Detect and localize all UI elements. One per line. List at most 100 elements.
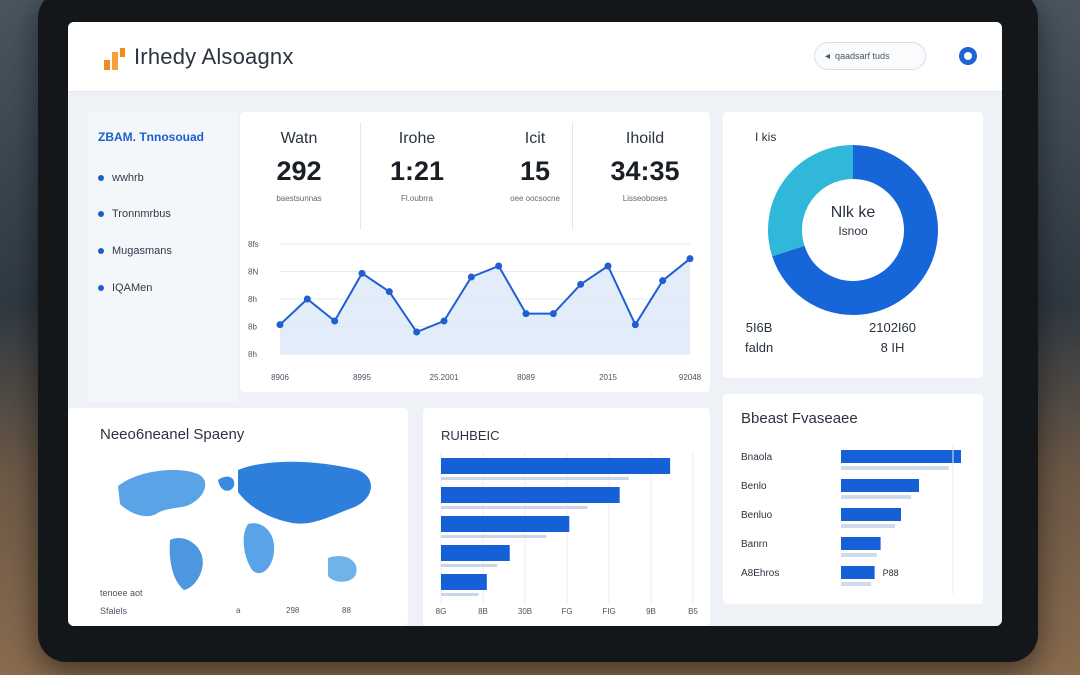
kpi-label: Watn [280, 130, 318, 147]
y-tick-label: 8b [248, 323, 257, 332]
kpi-value: 1:21 [389, 156, 445, 186]
donut-slice[interactable] [772, 145, 938, 315]
world-map[interactable] [98, 448, 388, 598]
donut-foot-right-1: 2102I60 [869, 320, 916, 335]
map-legend-2: Sfalels [100, 606, 128, 616]
data-point[interactable] [413, 328, 421, 336]
search-label: qaadsarf tuds [835, 51, 890, 61]
donut-chart [768, 145, 938, 315]
kpi-sub: baestsunnas [276, 194, 322, 203]
category-label: Banrn [741, 539, 768, 550]
app-title: Irhedy Alsoagnx [134, 44, 294, 69]
kpi-card-3[interactable]: Icit 15 oee oocsocne [476, 112, 594, 232]
bullet-icon [98, 175, 104, 181]
donut-title: I kis [755, 130, 777, 144]
data-point[interactable] [303, 295, 311, 303]
series-area [280, 258, 690, 354]
donut-foot-right-2: 8 IH [880, 340, 905, 355]
bar-shadow [841, 495, 912, 499]
donut-center-text: Nlk ke [830, 204, 876, 221]
search-icon: ◂ [825, 50, 831, 62]
data-point[interactable] [440, 317, 448, 325]
series-line [279, 257, 691, 334]
ranked-bars-title: Bbeast Fvaseaee [741, 410, 858, 427]
data-point[interactable] [577, 280, 585, 288]
data-point[interactable] [495, 262, 503, 270]
bar-shadow [841, 466, 949, 470]
data-point[interactable] [549, 310, 557, 318]
bar[interactable] [441, 516, 570, 532]
sidebar-item-label: wwhrb [112, 172, 144, 184]
donut-slice[interactable] [768, 145, 854, 257]
bar[interactable] [841, 537, 881, 550]
kpi-sub: Fl.oubrra [400, 194, 433, 203]
divider [572, 122, 573, 230]
bar-shadow [441, 535, 547, 538]
sidebar-item-label: IQAMen [112, 282, 153, 294]
x-tick-label: 92048 [679, 373, 702, 382]
bar[interactable] [441, 574, 487, 590]
x-tick-label: 8995 [353, 373, 371, 382]
sidebar-item-1[interactable]: wwhrb [98, 172, 144, 184]
data-point[interactable] [331, 317, 339, 325]
profile-icon[interactable] [958, 46, 978, 66]
x-tick-label: 8B [478, 607, 488, 616]
kpi-card-1[interactable]: Watn 292 baestsunnas [240, 112, 358, 232]
kpi-label: Icit [524, 130, 546, 147]
map-tick: 298 [286, 606, 300, 615]
x-tick-label: FG [561, 607, 572, 616]
map-tick: 88 [342, 606, 351, 615]
kpi-value: 292 [276, 156, 322, 186]
y-tick-label: 8fs [248, 240, 259, 249]
bar-shadow [841, 553, 877, 557]
data-point[interactable] [604, 262, 612, 270]
divider [360, 122, 361, 230]
kpi-sub: oee oocsocne [510, 194, 560, 203]
kpi-card-2[interactable]: Irohe 1:21 Fl.oubrra [358, 112, 476, 232]
dashboard-screen: Irhedy Alsoagnx ◂ qaadsarf tuds ZBAM. Tn… [68, 22, 1002, 626]
bullet-icon [98, 248, 104, 254]
sidebar-item-3[interactable]: Mugasmans [98, 245, 172, 257]
y-tick-label: 8h [248, 295, 257, 304]
bar[interactable] [841, 566, 875, 579]
bar-chart-title: RUHBEIC [441, 428, 500, 443]
bar[interactable] [841, 450, 961, 463]
bar-shadow [441, 506, 588, 509]
y-tick-label: 8h [248, 350, 257, 359]
bar[interactable] [441, 458, 671, 474]
data-point[interactable] [385, 288, 393, 296]
kpi-card-4[interactable]: Ihoild 34:35 Lisseoboses [586, 112, 704, 232]
donut-panel: I kis Nlk ke Isnoo 5I6B faldn 2102I60 8 … [723, 112, 983, 378]
logo-icon [104, 48, 125, 70]
sidebar-item-label: Mugasmans [112, 245, 172, 257]
bar[interactable] [441, 487, 620, 503]
data-point[interactable] [659, 277, 667, 285]
sidebar: ZBAM. Tnnosouad wwhrb Tronnmrbus Mugasma… [88, 112, 238, 402]
x-tick-label: 9B [646, 607, 656, 616]
kpi-label: Ihoild [625, 130, 665, 147]
bar[interactable] [841, 479, 919, 492]
donut-foot-left-1: 5I6B [745, 320, 773, 335]
data-point[interactable] [631, 321, 639, 329]
trend-line-chart: 8fs 8N 8h 8b 8h 8906 8995 25.2001 8089 2015 92048 [248, 240, 702, 382]
ranked-bar-chart: Bnaola Benlo Benluo Banrn A8Ehros P88 [741, 444, 961, 594]
sidebar-item-4[interactable]: IQAMen [98, 282, 152, 294]
donut-footer-right: 2102I60 8 IH [869, 318, 916, 358]
donut-footer-left: 5I6B faldn [745, 318, 773, 358]
bar[interactable] [841, 508, 901, 521]
data-point[interactable] [686, 255, 694, 263]
sidebar-item-2[interactable]: Tronnmrbus [98, 208, 171, 220]
category-label: A8Ehros [741, 568, 779, 579]
bar[interactable] [441, 545, 510, 561]
top-bar: Irhedy Alsoagnx ◂ qaadsarf tuds [68, 22, 1002, 92]
search-input[interactable]: ◂ qaadsarf tuds [814, 42, 926, 70]
bar-chart-panel: RUHBEIC 8G 8B 30B FG FIG 9B B5 [423, 408, 710, 626]
data-point[interactable] [276, 321, 284, 329]
x-tick-label: 2015 [599, 373, 617, 382]
data-point[interactable] [358, 269, 366, 277]
x-tick-label: B5 [688, 607, 698, 616]
category-label: Benlo [741, 481, 767, 492]
data-point[interactable] [467, 273, 475, 281]
sidebar-heading[interactable]: ZBAM. Tnnosouad [98, 130, 204, 144]
data-point[interactable] [522, 310, 530, 318]
